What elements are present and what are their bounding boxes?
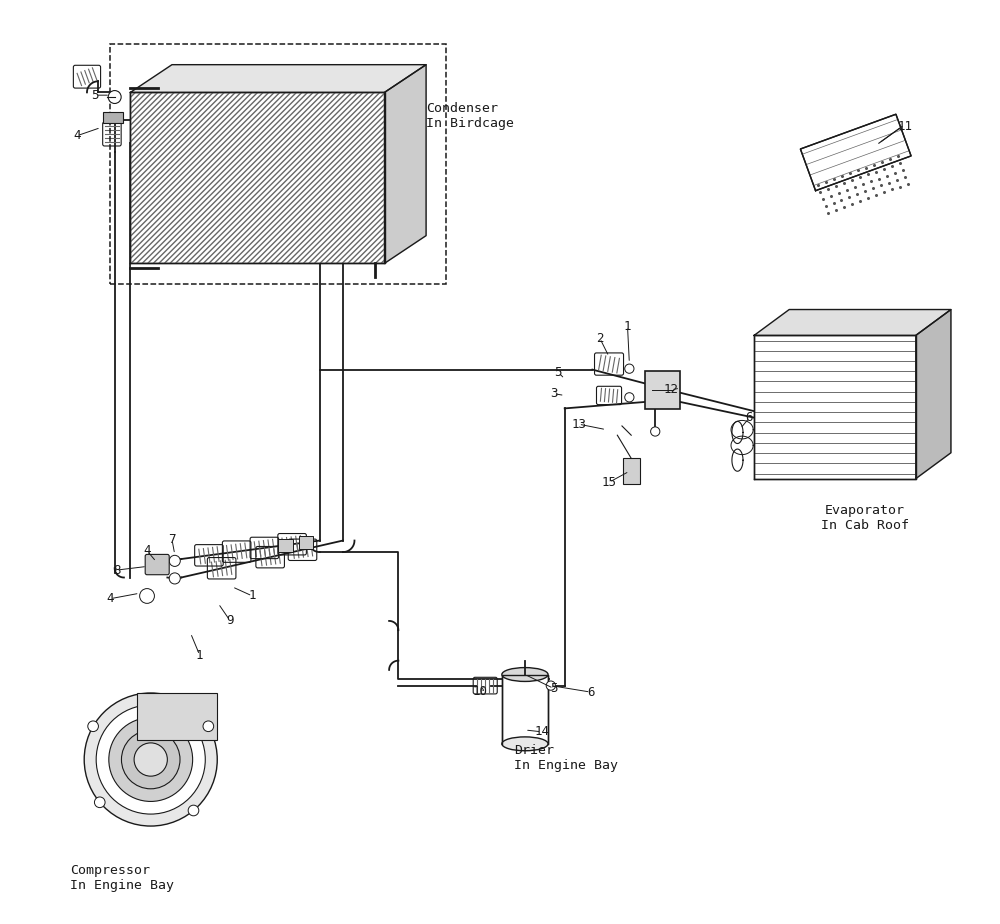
Text: 1: 1 <box>624 320 631 333</box>
Bar <box>137 693 217 739</box>
Polygon shape <box>384 65 426 263</box>
Polygon shape <box>916 310 951 479</box>
Circle shape <box>625 393 634 402</box>
Text: 15: 15 <box>602 476 617 489</box>
Text: 2: 2 <box>596 332 604 345</box>
FancyBboxPatch shape <box>145 554 169 575</box>
Text: 5: 5 <box>554 366 562 379</box>
Circle shape <box>109 718 193 801</box>
Ellipse shape <box>502 667 548 682</box>
Polygon shape <box>130 92 384 263</box>
Circle shape <box>121 730 180 789</box>
Circle shape <box>84 693 217 826</box>
Text: Drier
In Engine Bay: Drier In Engine Bay <box>514 744 618 772</box>
Text: 4: 4 <box>143 544 151 557</box>
Circle shape <box>134 743 167 776</box>
Text: 13: 13 <box>571 418 586 431</box>
Text: 9: 9 <box>226 614 234 627</box>
Text: Condenser
In Birdcage: Condenser In Birdcage <box>426 102 514 129</box>
Circle shape <box>108 91 121 103</box>
Text: 8: 8 <box>113 564 120 577</box>
Text: Compressor
In Engine Bay: Compressor In Engine Bay <box>70 864 174 892</box>
Text: 5: 5 <box>92 89 99 102</box>
Text: 1: 1 <box>249 590 256 602</box>
Polygon shape <box>800 115 911 190</box>
Bar <box>278 539 293 552</box>
Text: 6: 6 <box>746 411 753 424</box>
Text: 3: 3 <box>550 387 557 400</box>
Bar <box>110 44 446 284</box>
Bar <box>299 536 313 549</box>
Text: 5: 5 <box>550 682 557 695</box>
Text: 14: 14 <box>534 725 549 738</box>
Circle shape <box>203 721 214 732</box>
Circle shape <box>94 797 105 808</box>
Ellipse shape <box>502 737 548 750</box>
Text: 7: 7 <box>168 533 176 546</box>
Circle shape <box>625 364 634 373</box>
Bar <box>623 458 640 484</box>
Bar <box>103 112 123 123</box>
Text: 10: 10 <box>472 685 487 698</box>
Text: 4: 4 <box>106 592 114 605</box>
Text: Evaporator
In Cab Roof: Evaporator In Cab Roof <box>821 504 909 531</box>
Bar <box>645 371 680 409</box>
Polygon shape <box>130 65 426 92</box>
Text: 1: 1 <box>196 649 203 662</box>
Circle shape <box>88 721 98 732</box>
Circle shape <box>169 555 180 566</box>
Circle shape <box>188 805 199 816</box>
Circle shape <box>651 427 660 436</box>
Polygon shape <box>754 310 951 335</box>
Polygon shape <box>754 335 916 479</box>
Text: 12: 12 <box>663 383 678 396</box>
Text: 6: 6 <box>587 686 594 699</box>
Circle shape <box>546 681 555 690</box>
Circle shape <box>96 705 205 814</box>
Text: 4: 4 <box>73 129 81 142</box>
Circle shape <box>140 589 154 603</box>
Text: 11: 11 <box>897 120 912 133</box>
Circle shape <box>169 573 180 584</box>
Bar <box>502 675 548 744</box>
